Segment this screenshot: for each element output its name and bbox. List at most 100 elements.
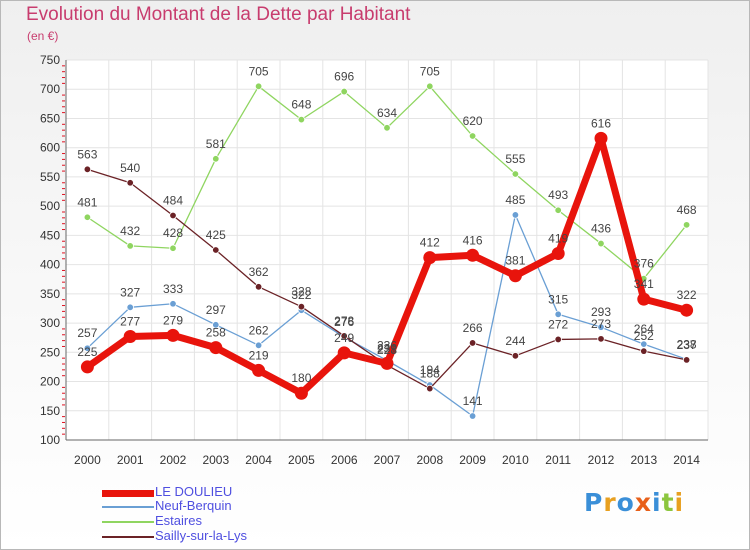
data-point xyxy=(383,124,391,132)
data-label: 237 xyxy=(677,338,697,352)
data-label: 277 xyxy=(120,315,140,329)
data-point xyxy=(511,352,520,360)
data-point xyxy=(166,328,180,342)
data-point xyxy=(212,155,220,163)
data-point xyxy=(126,303,134,311)
logo-letter: o xyxy=(616,488,635,517)
data-label: 225 xyxy=(77,345,97,359)
data-point xyxy=(597,335,605,343)
data-point xyxy=(554,206,562,214)
chart-title: Evolution du Montant de la Dette par Hab… xyxy=(26,4,411,25)
data-point xyxy=(468,339,477,347)
y-tick-label: 600 xyxy=(40,141,60,155)
y-tick-label: 650 xyxy=(40,111,60,125)
data-point xyxy=(597,323,605,331)
data-label: 381 xyxy=(505,254,525,268)
x-tick-label: 2006 xyxy=(331,453,358,467)
y-tick-label: 400 xyxy=(40,258,60,272)
data-point xyxy=(640,340,648,348)
data-label: 436 xyxy=(591,222,611,236)
data-label: 276 xyxy=(334,315,354,329)
data-label: 322 xyxy=(677,288,697,302)
data-point xyxy=(83,213,92,221)
data-label: 696 xyxy=(334,70,354,84)
data-point xyxy=(640,347,648,355)
logo-letter: i xyxy=(674,488,685,517)
data-label: 540 xyxy=(120,161,140,175)
data-point xyxy=(212,321,220,329)
x-tick-label: 2004 xyxy=(245,453,272,467)
data-point xyxy=(682,356,691,364)
data-point xyxy=(83,165,92,174)
data-label: 258 xyxy=(206,326,226,340)
data-label: 555 xyxy=(505,152,525,166)
data-label: 327 xyxy=(120,285,140,299)
y-tick-label: 150 xyxy=(40,404,60,418)
y-tick-label: 300 xyxy=(40,316,60,330)
data-label: 419 xyxy=(548,232,568,246)
data-label: 412 xyxy=(420,236,440,250)
data-point xyxy=(254,82,263,91)
data-point xyxy=(123,330,137,344)
data-label: 238 xyxy=(677,337,697,351)
data-label: 705 xyxy=(249,64,269,78)
data-label: 249 xyxy=(334,331,354,345)
data-label: 634 xyxy=(377,106,397,120)
legend-swatch xyxy=(102,521,154,523)
data-point xyxy=(297,115,306,124)
logo-letter: i xyxy=(652,488,662,517)
data-point xyxy=(508,269,522,283)
chart-unit-label: (en €) xyxy=(27,29,59,43)
data-point xyxy=(426,82,434,91)
data-point xyxy=(682,221,691,229)
y-tick-label: 250 xyxy=(40,345,60,359)
y-tick-label: 750 xyxy=(40,53,60,67)
data-label: 262 xyxy=(249,323,269,337)
legend-swatch xyxy=(102,490,154,497)
data-label: 322 xyxy=(291,288,311,302)
data-point xyxy=(209,341,223,355)
x-tick-label: 2002 xyxy=(160,453,187,467)
x-tick-label: 2012 xyxy=(588,453,615,467)
data-label: 425 xyxy=(206,228,226,242)
data-label: 416 xyxy=(463,233,483,247)
data-label: 328 xyxy=(291,285,311,299)
data-label: 272 xyxy=(548,317,568,331)
data-point xyxy=(169,211,177,220)
data-label: 278 xyxy=(334,314,354,328)
data-point xyxy=(680,303,694,317)
data-label: 563 xyxy=(77,147,97,161)
data-label: 428 xyxy=(163,226,183,240)
data-label: 468 xyxy=(677,203,697,217)
x-tick-label: 2013 xyxy=(630,453,657,467)
data-label: 481 xyxy=(77,195,97,209)
data-point xyxy=(297,303,306,311)
data-point xyxy=(126,179,134,187)
data-label: 432 xyxy=(120,224,140,238)
logo-letter: P xyxy=(584,488,604,517)
data-point xyxy=(254,283,263,291)
data-label: 485 xyxy=(505,193,525,207)
data-point xyxy=(511,211,520,219)
data-label: 244 xyxy=(505,334,525,348)
legend-label: Sailly-sur-la-Lys xyxy=(155,528,247,543)
data-point xyxy=(80,360,94,374)
x-tick-label: 2007 xyxy=(374,453,401,467)
data-point xyxy=(83,344,92,352)
data-point xyxy=(468,132,477,140)
data-point xyxy=(380,356,394,370)
legend-label: LE DOULIEU xyxy=(155,484,233,499)
data-point xyxy=(126,242,134,250)
legend-label: Estaires xyxy=(155,513,202,528)
data-label: 279 xyxy=(163,313,183,327)
data-label: 705 xyxy=(420,64,440,78)
logo-letter: t xyxy=(661,488,675,517)
data-point xyxy=(252,363,266,377)
data-point xyxy=(554,335,562,344)
data-point xyxy=(340,87,348,96)
data-label: 333 xyxy=(163,282,183,296)
data-label: 188 xyxy=(420,367,440,381)
data-point xyxy=(423,251,437,265)
data-label: 341 xyxy=(634,277,654,291)
data-label: 376 xyxy=(634,257,654,271)
